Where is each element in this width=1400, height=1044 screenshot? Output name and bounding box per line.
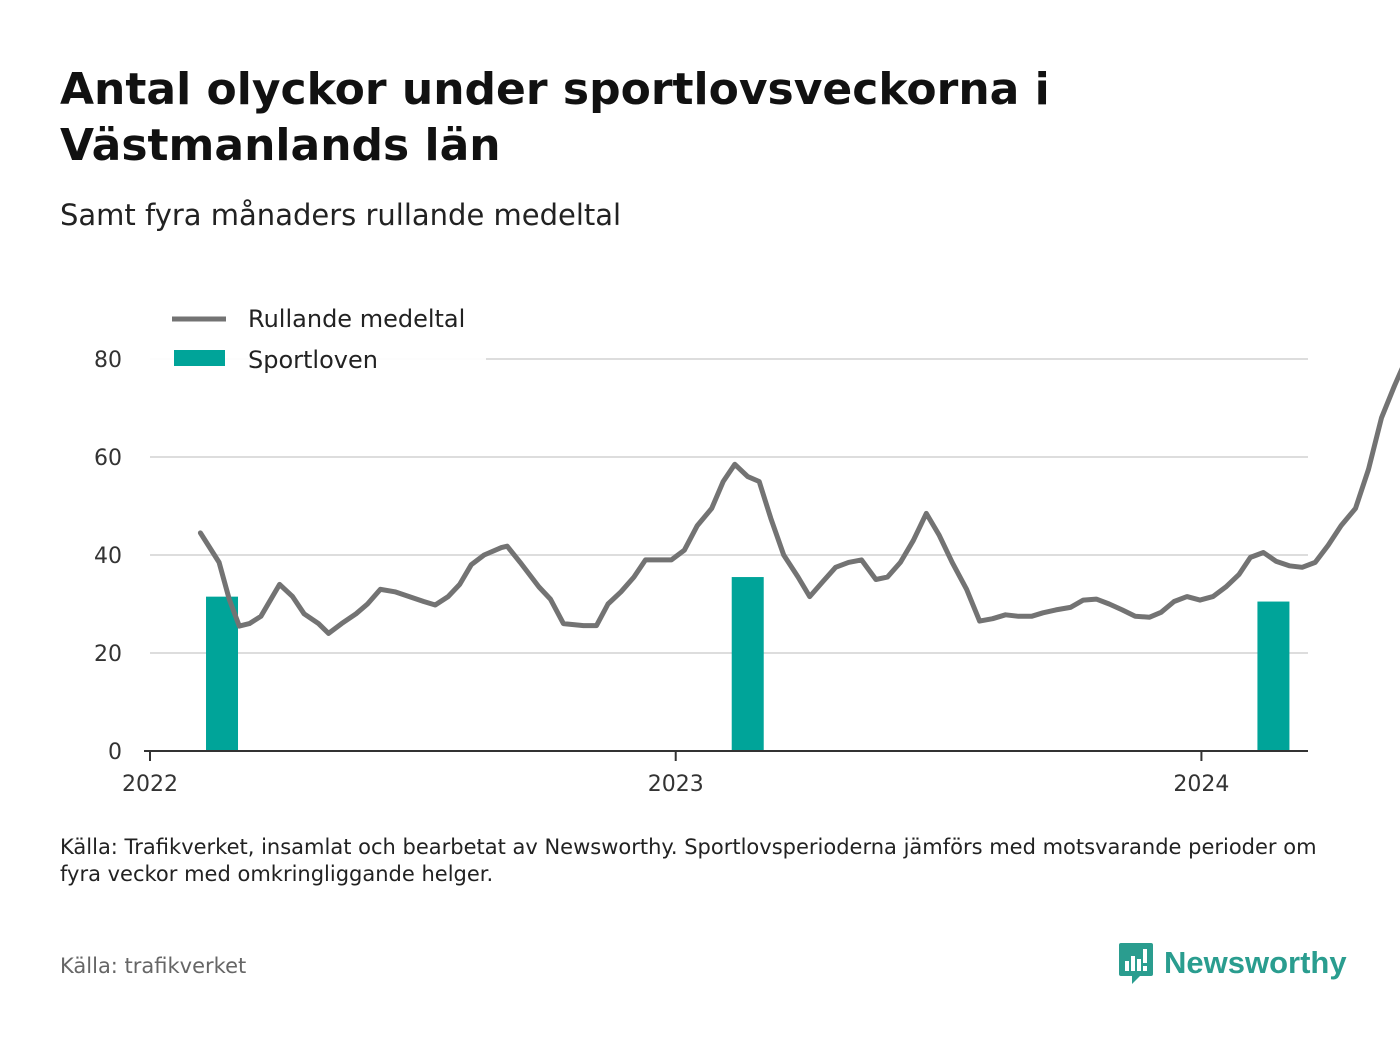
brand-logo: Newsworthy bbox=[1118, 938, 1347, 988]
chart: 0 20 40 60 80 2022 2023 2024 Rullande medeltal … bbox=[94, 302, 1400, 797]
footnote: Källa: Trafikverket, insamlat och bearbe… bbox=[60, 835, 1317, 886]
axes: 0 20 40 60 80 2022 2023 2024 bbox=[94, 348, 1308, 797]
legend-label-line: Rullande medeltal bbox=[248, 305, 465, 333]
y-tick-label: 20 bbox=[94, 642, 122, 667]
y-tick-label: 0 bbox=[108, 740, 122, 765]
gridlines bbox=[150, 358, 1308, 654]
x-tick-label: 2023 bbox=[648, 772, 704, 797]
chart-subtitle: Samt fyra månaders rullande medeltal bbox=[60, 198, 622, 232]
chart-title: Antal olyckor under sportlovsveckorna i … bbox=[60, 64, 1050, 171]
sportlov-bar bbox=[731, 577, 764, 751]
legend-bar-swatch bbox=[174, 350, 225, 366]
legend: Rullande medeltal Sportloven bbox=[150, 302, 486, 388]
sportlov-bar bbox=[1257, 601, 1290, 751]
y-tick-label: 60 bbox=[94, 446, 122, 471]
y-tick-label: 40 bbox=[94, 544, 122, 569]
legend-background bbox=[150, 302, 486, 388]
y-tick-label: 80 bbox=[94, 348, 122, 373]
x-tick-label: 2022 bbox=[122, 772, 178, 797]
x-tick-label: 2024 bbox=[1173, 772, 1229, 797]
line-series bbox=[197, 367, 1400, 636]
source-note: Källa: trafikverket bbox=[60, 954, 247, 978]
legend-label-bars: Sportloven bbox=[248, 346, 378, 374]
newsworthy-logo-icon bbox=[1119, 943, 1153, 984]
rolling-average-line bbox=[197, 367, 1400, 636]
sportlov-bar bbox=[206, 596, 239, 751]
bar-series bbox=[206, 577, 1290, 751]
brand-name: Newsworthy bbox=[1164, 945, 1347, 980]
